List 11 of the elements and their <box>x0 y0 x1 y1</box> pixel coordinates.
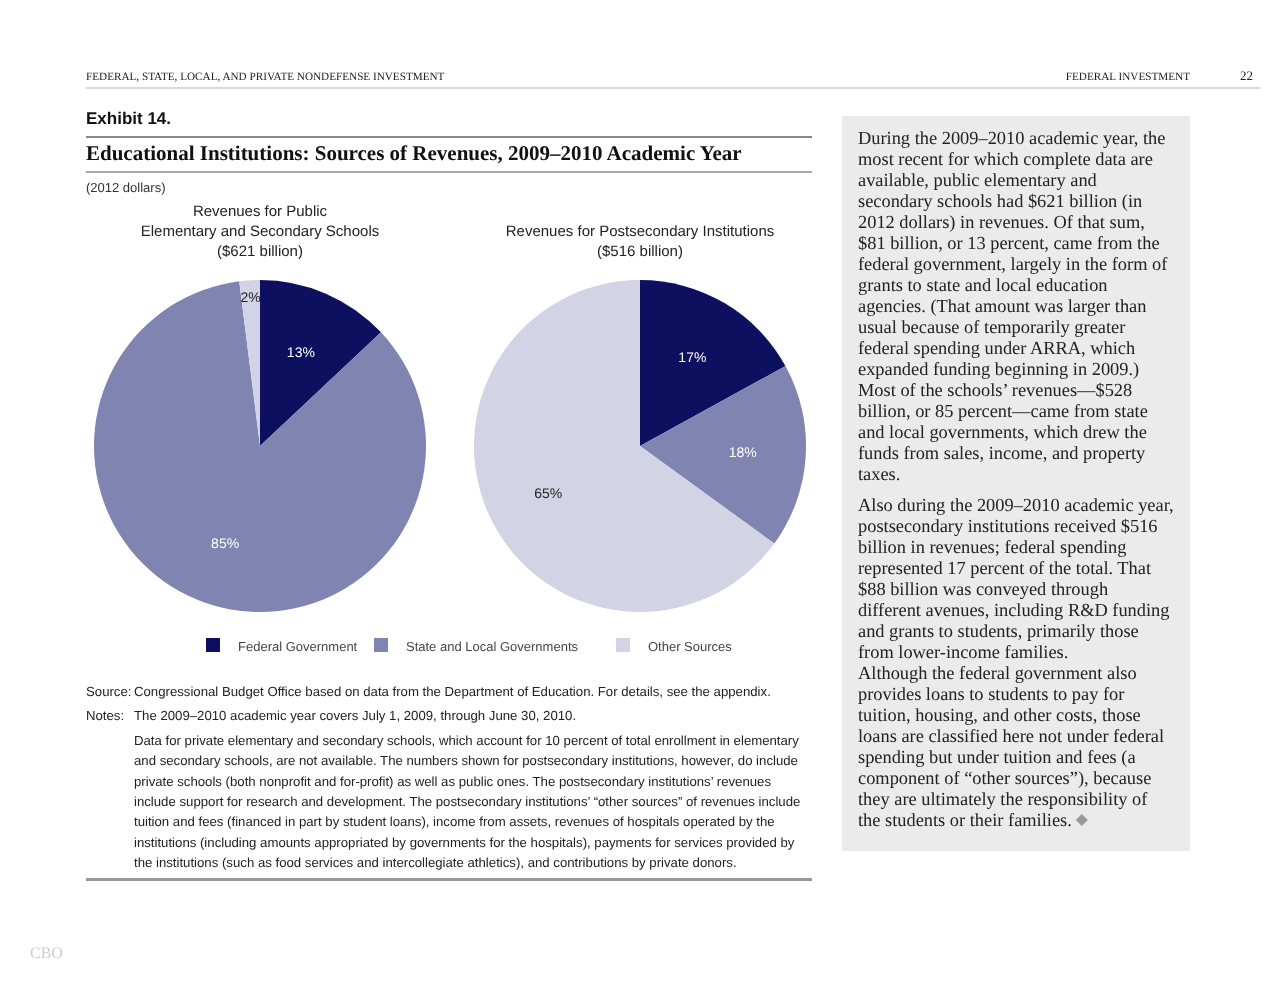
pie-slice <box>94 281 426 612</box>
pie-slice <box>640 366 806 544</box>
text: During the 2009–2010 academic year, the most recent for which complete data are available, public elementary and secondary schools had $621 billion (in 2012 dollars) in revenues. Of that sum, $81 billion, or 13 percent, came from the federal government, largely in the form of grants to state and local education agencies. (That amount was larger than usual because of temporarily greater federal spending under ARRA, which expanded funding beginning in 2009.) Most of the schools’ revenues—$528 billion, or 85 percent—came from state and local governments, which drew the funds from sales, income, and property taxes. <box>858 128 1168 484</box>
pie-slice <box>640 280 786 446</box>
pie-slice <box>239 280 260 446</box>
text: Also during the 2009–2010 academic year, postsecondary institutions received $516 billion in revenues; federal spending represented 17 percent of the total. That $88 billion was conveyed through different avenues, including R&D funding and grants to students, primarily those from lower-income families. <box>858 495 1174 662</box>
pie-slice <box>474 280 775 612</box>
text: Exhibit 14. <box>86 108 172 128</box>
text: Although the federal government also provides loans to students to pay for tuition, housing, and other costs, those loans are classified here not under federal spending but under tuition and fees (a component of “other sources”), because they are ultimately the responsibility of the students or their families. <box>858 663 1165 830</box>
pie-slice <box>260 280 382 446</box>
text: Educational Institutions: Sources of Revenues, 2009–2010 Academic Year <box>86 144 743 166</box>
